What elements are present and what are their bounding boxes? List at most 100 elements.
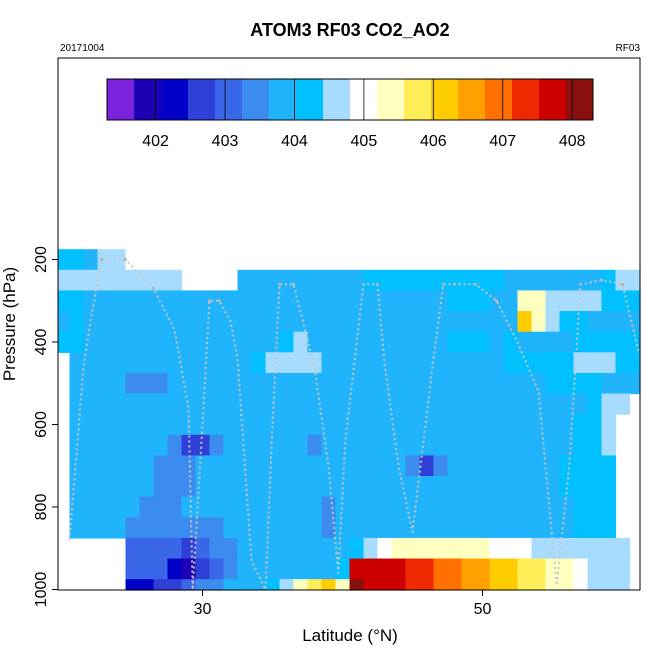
colorbar-frame	[106, 78, 594, 121]
heatmap-cell	[223, 290, 239, 312]
heatmap-cell	[601, 352, 617, 374]
colorbar-tick-label: 402	[142, 133, 169, 150]
heatmap-cell	[503, 290, 519, 312]
heatmap-cell	[489, 455, 505, 477]
heatmap-cell	[601, 372, 617, 395]
heatmap-cell	[167, 249, 183, 271]
heatmap-cell	[209, 331, 225, 353]
heatmap-cell	[531, 269, 547, 292]
heatmap-cell	[377, 414, 393, 436]
heatmap-cell	[321, 269, 337, 292]
heatmap-cell	[559, 372, 575, 395]
heatmap-cell	[503, 537, 519, 560]
heatmap-cell	[349, 579, 365, 591]
heatmap-cell	[83, 455, 99, 477]
heatmap-cell	[573, 455, 589, 477]
heatmap-cell	[181, 537, 197, 560]
heatmap-cell	[237, 352, 253, 374]
heatmap-cell	[125, 579, 141, 591]
heatmap-cell	[69, 352, 85, 374]
heatmap-cell	[167, 393, 183, 415]
heatmap-cell	[125, 311, 141, 333]
heatmap-cell	[601, 496, 617, 518]
heatmap-cell	[58, 269, 71, 292]
heatmap-cell	[181, 414, 197, 436]
flight-track-point	[207, 299, 212, 303]
heatmap-cell	[405, 579, 421, 591]
heatmap-cell	[419, 311, 435, 333]
heatmap-cell	[181, 496, 197, 518]
heatmap-cell	[447, 290, 463, 312]
heatmap-cell	[377, 434, 393, 457]
heatmap-cell	[335, 290, 351, 312]
heatmap-cell	[419, 496, 435, 518]
heatmap-cell	[335, 579, 351, 591]
heatmap-cell	[97, 311, 113, 333]
heatmap-cell	[391, 434, 407, 457]
heatmap-cell	[363, 455, 379, 477]
heatmap-cell	[545, 455, 561, 477]
heatmap-cell	[321, 414, 337, 436]
heatmap-cell	[167, 414, 183, 436]
heatmap-cell	[279, 496, 295, 518]
heatmap-cell	[391, 537, 407, 560]
heatmap-cell	[111, 331, 127, 353]
heatmap-cell	[279, 579, 295, 591]
heatmap-cell	[349, 537, 365, 560]
heatmap-cell	[461, 311, 477, 333]
heatmap-cell	[237, 269, 253, 292]
heatmap-cell	[587, 372, 603, 395]
heatmap-cell	[391, 331, 407, 353]
heatmap-cell	[587, 455, 603, 477]
heatmap-cell	[363, 476, 379, 498]
heatmap-cell	[461, 579, 477, 591]
heatmap-cell	[139, 579, 155, 591]
heatmap-cell	[167, 537, 183, 560]
heatmap-cell	[335, 434, 351, 457]
heatmap-cell	[587, 517, 603, 539]
heatmap-cell	[321, 517, 337, 539]
heatmap-cell	[251, 290, 267, 312]
heatmap-cell	[405, 290, 421, 312]
heatmap-cell	[377, 579, 393, 591]
heatmap-cell	[125, 331, 141, 353]
x-tick-label: 50	[474, 601, 492, 618]
heatmap-cell	[181, 476, 197, 498]
heatmap-cell	[83, 269, 99, 292]
heatmap-cell	[223, 434, 239, 457]
heatmap-cell	[83, 249, 99, 271]
heatmap-cell	[377, 455, 393, 477]
flight-track-point	[217, 299, 221, 303]
heatmap-cell	[111, 372, 127, 395]
heatmap-cell	[489, 311, 505, 333]
heatmap-cell	[153, 579, 169, 591]
heatmap-cell	[125, 290, 141, 312]
heatmap-cell	[111, 496, 127, 518]
heatmap-cell	[181, 393, 197, 415]
heatmap-cell	[139, 372, 155, 395]
heatmap-cell	[69, 249, 85, 271]
heatmap-cell	[433, 517, 449, 539]
heatmap-cell	[293, 455, 309, 477]
x-axis: 30 50	[194, 590, 492, 618]
heatmap-cell	[125, 414, 141, 436]
heatmap-cell	[209, 414, 225, 436]
heatmap-cell	[125, 269, 141, 292]
heatmap-cell	[321, 455, 337, 477]
heatmap-cell	[419, 537, 435, 560]
y-tick-label: 800	[33, 494, 50, 521]
heatmap-cell	[531, 352, 547, 374]
heatmap-cell	[265, 414, 281, 436]
heatmap-cell	[363, 311, 379, 333]
heatmap-cell	[167, 372, 183, 395]
heatmap-cell	[475, 290, 491, 312]
heatmap-cell	[391, 476, 407, 498]
heatmap-cell	[251, 455, 267, 477]
heatmap-cell	[209, 393, 225, 415]
heatmap-cell	[125, 352, 141, 374]
heatmap-cell	[349, 496, 365, 518]
heatmap-cell	[601, 434, 617, 457]
heatmap-cell	[125, 434, 141, 457]
heatmap-cell	[251, 579, 267, 591]
heatmap-cell	[69, 311, 85, 333]
